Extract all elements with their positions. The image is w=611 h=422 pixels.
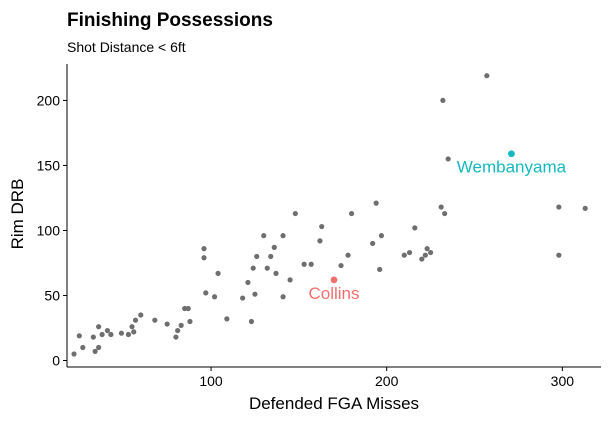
data-point [556, 252, 562, 258]
highlight-point-wembanyama [508, 150, 515, 158]
data-point [118, 330, 125, 336]
data-point [438, 204, 444, 210]
x-tick-label: 200 [375, 373, 399, 389]
data-point [484, 73, 490, 79]
data-point [308, 261, 314, 267]
data-point [582, 205, 588, 211]
chart-subtitle: Shot Distance < 6ft [67, 39, 186, 55]
data-point [90, 334, 96, 340]
axes [66, 64, 601, 368]
data-point [99, 331, 105, 338]
data-point [76, 333, 82, 339]
data-point [129, 324, 135, 330]
data-point [280, 233, 286, 239]
data-point [131, 329, 137, 335]
data-point [152, 317, 158, 323]
data-point [201, 246, 207, 252]
data-point [201, 255, 207, 261]
data-point [125, 331, 132, 338]
y-axis-title: Rim DRB [8, 179, 27, 250]
data-point [271, 244, 277, 250]
annotations: Wembanyama Collins [308, 150, 567, 303]
highlight-label-wembanyama: Wembanyama [457, 158, 567, 177]
data-point [428, 249, 434, 256]
data-point [104, 327, 111, 334]
data-point [224, 316, 230, 322]
data-point [264, 265, 270, 271]
data-point [556, 204, 562, 210]
y-tick-label: 50 [44, 287, 60, 303]
y-tick-label: 0 [52, 352, 60, 368]
data-point [424, 246, 430, 252]
x-axis-title: Defended FGA Misses [249, 394, 419, 413]
data-point [240, 295, 246, 301]
x-axis-ticks: 100 200 300 [199, 367, 574, 389]
data-point [442, 210, 448, 217]
y-tick-label: 100 [37, 222, 61, 238]
highlight-label-collins: Collins [308, 284, 359, 303]
data-point [348, 210, 355, 217]
data-point [370, 240, 376, 247]
data-point [175, 327, 181, 334]
data-point [250, 265, 256, 271]
data-point [248, 318, 255, 325]
data-point [245, 279, 251, 286]
data-point [422, 252, 428, 258]
chart-title: Finishing Possessions [67, 10, 273, 31]
data-point [292, 210, 298, 217]
data-points [71, 73, 588, 357]
data-point [412, 225, 418, 231]
data-point [252, 291, 258, 297]
data-point [317, 238, 323, 244]
data-point [132, 317, 139, 323]
data-point [254, 253, 260, 260]
data-point [80, 344, 86, 351]
data-point [273, 270, 279, 276]
data-point [345, 252, 351, 258]
data-point [203, 290, 209, 296]
data-point [287, 277, 293, 283]
data-point [164, 321, 170, 327]
y-axis-ticks: 0 50 100 150 200 [37, 92, 67, 368]
data-point [419, 256, 425, 262]
data-point [268, 253, 274, 260]
data-point [261, 233, 267, 239]
data-point [378, 233, 385, 239]
x-tick-label: 100 [199, 373, 223, 389]
data-point [280, 294, 286, 300]
data-point [187, 318, 193, 325]
x-tick-label: 300 [551, 373, 575, 389]
data-point [301, 261, 307, 267]
data-point [440, 97, 446, 104]
data-point [96, 344, 102, 351]
data-point [215, 270, 221, 276]
highlight-point-collins [330, 276, 338, 284]
data-point [445, 156, 451, 162]
data-point [338, 262, 344, 269]
data-point [138, 312, 144, 318]
data-point [71, 351, 77, 357]
data-point [373, 200, 379, 206]
data-point [211, 294, 218, 300]
data-point [377, 266, 383, 273]
data-point [92, 348, 98, 354]
data-point [108, 331, 114, 338]
data-point [185, 305, 191, 312]
data-point [406, 249, 413, 256]
data-point [96, 324, 102, 330]
data-point [401, 252, 407, 258]
data-point [173, 334, 179, 340]
data-point [178, 322, 184, 328]
y-tick-label: 200 [37, 92, 61, 108]
data-point [319, 223, 325, 230]
y-tick-label: 150 [37, 157, 61, 173]
